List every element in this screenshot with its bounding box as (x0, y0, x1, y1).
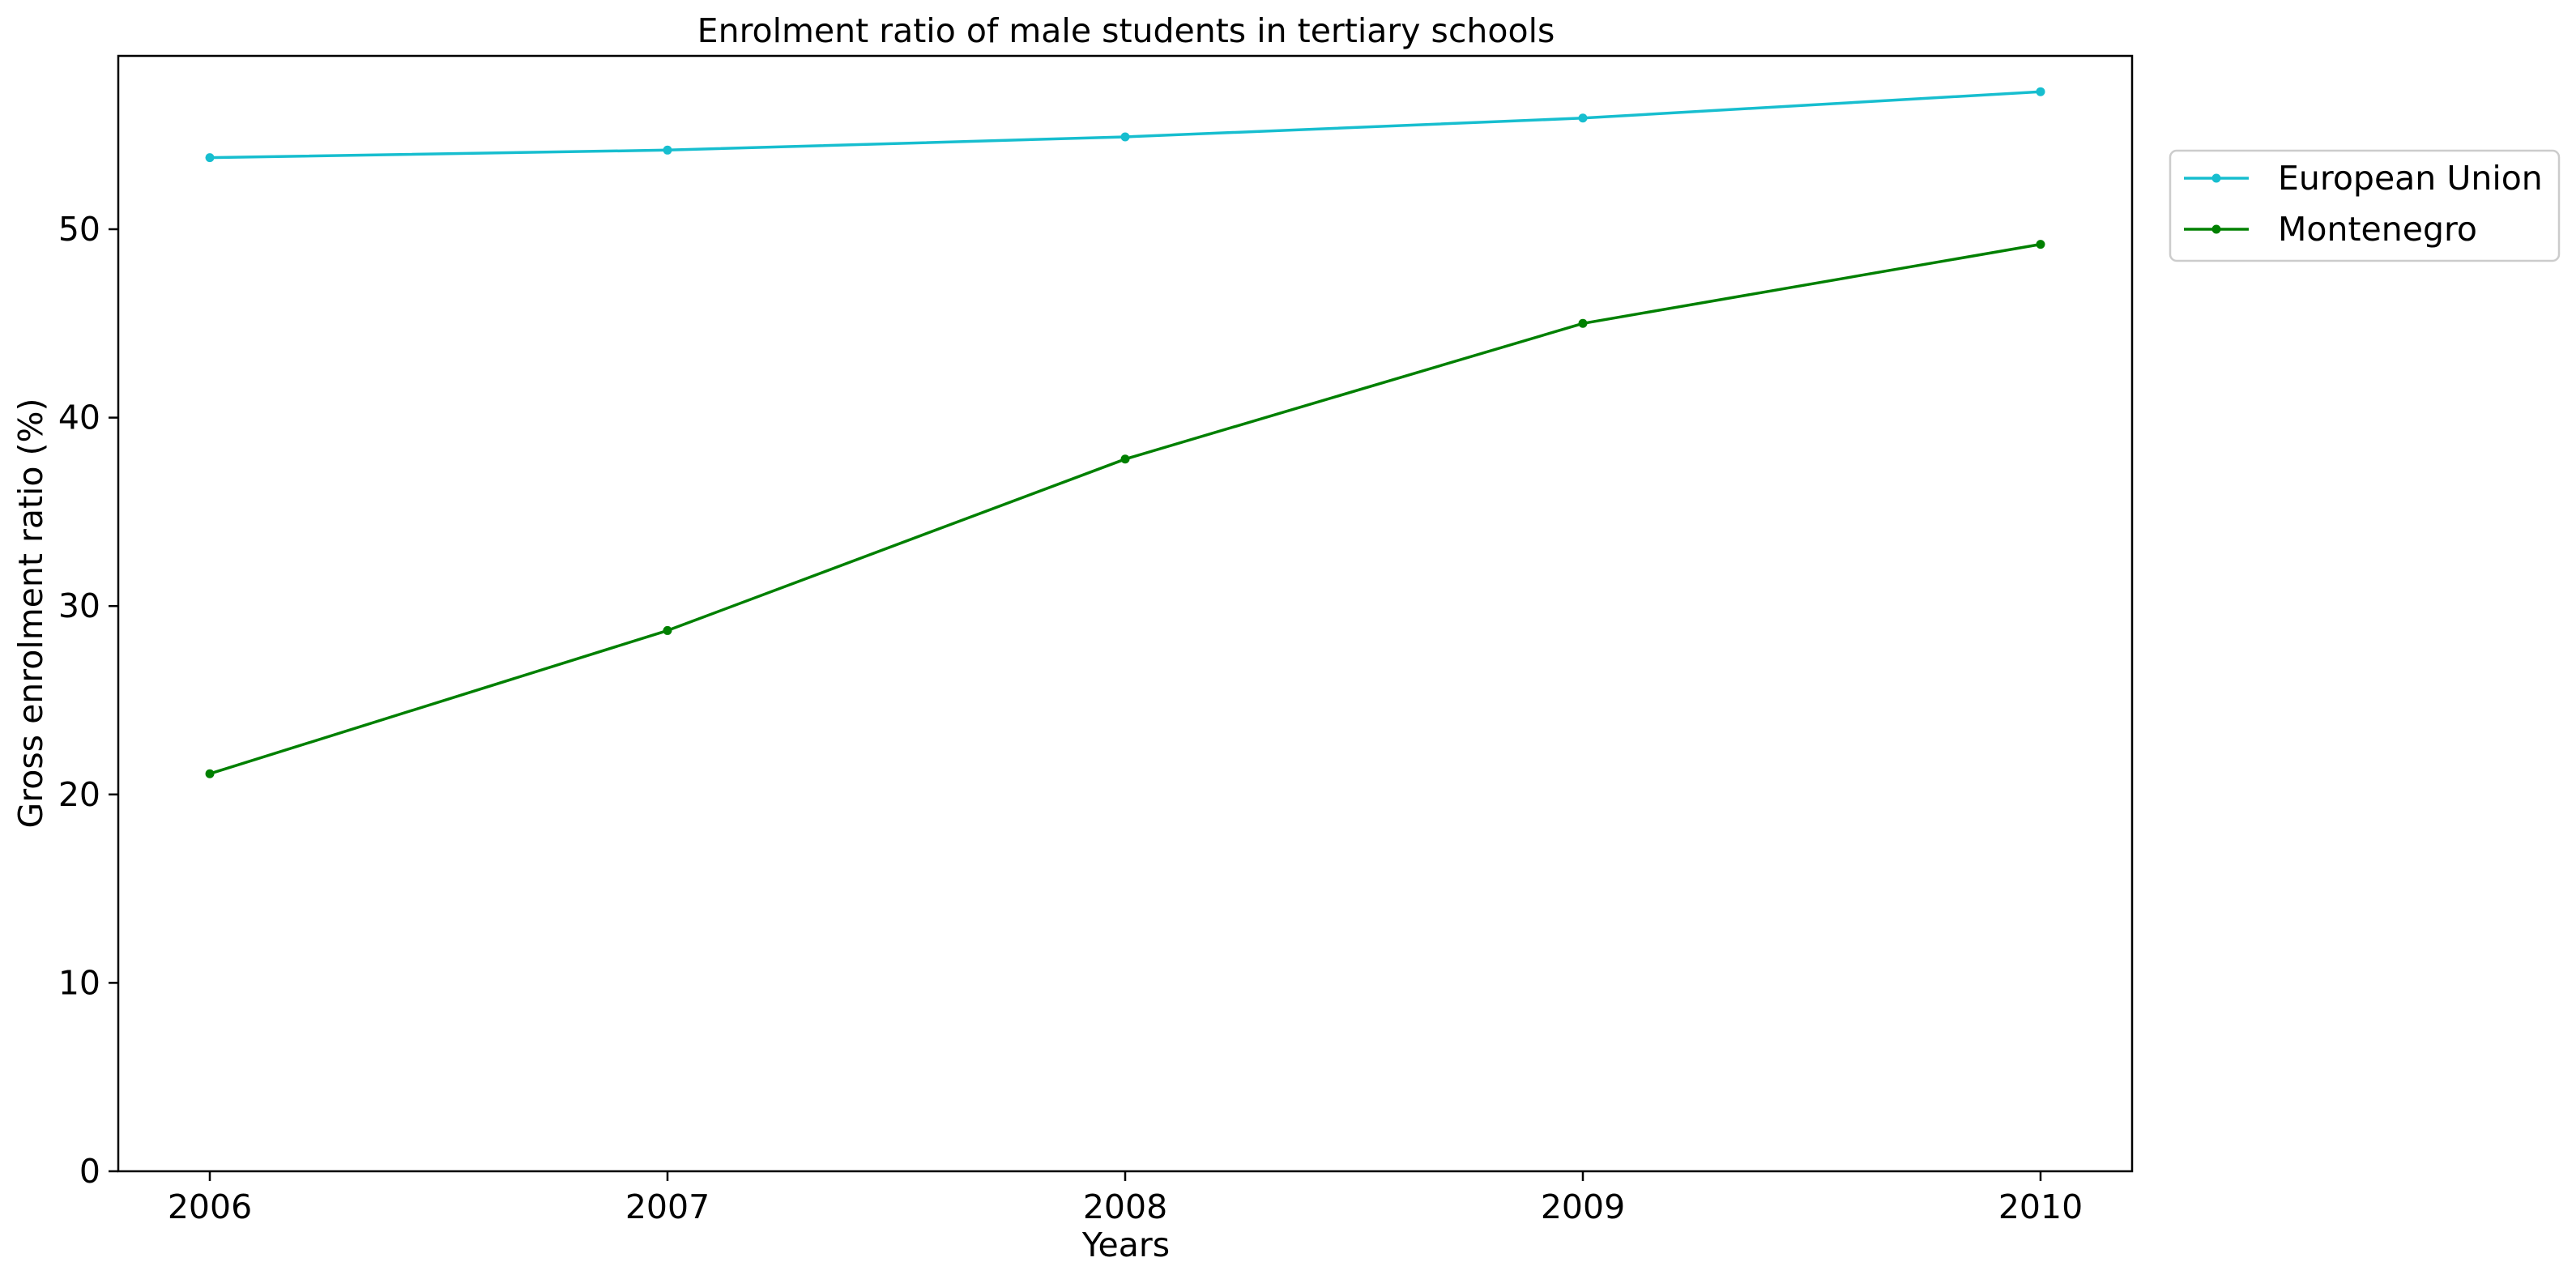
data-point-european-union (205, 153, 215, 163)
x-axis-ticks: 2006 2007 2008 2009 2010 (168, 1171, 2083, 1226)
y-tick-label: 0 (79, 1152, 100, 1191)
x-axis-label: Years (1081, 1226, 1170, 1264)
chart-title: Enrolment ratio of male students in tert… (697, 11, 1555, 50)
data-point-european-union (2036, 87, 2045, 96)
y-axis-label: Gross enrolment ratio (%) (11, 399, 50, 829)
data-point-montenegro (205, 769, 215, 778)
x-tick-label: 2007 (625, 1187, 710, 1226)
y-tick-label: 40 (58, 399, 100, 437)
legend-box (2169, 149, 2561, 262)
x-tick-label: 2010 (1998, 1187, 2083, 1226)
y-tick-label: 10 (58, 963, 100, 1002)
legend-marker-european-union (2211, 173, 2221, 183)
legend-marker-montenegro (2211, 224, 2221, 234)
legend-label-montenegro: Montenegro (2278, 210, 2477, 249)
x-tick-label: 2009 (1541, 1187, 1625, 1226)
data-point-montenegro (1578, 318, 1588, 328)
data-point-montenegro (1120, 454, 1130, 464)
data-point-european-union (1120, 132, 1130, 142)
y-tick-label: 50 (58, 210, 100, 249)
data-point-montenegro (663, 625, 672, 635)
data-point-european-union (663, 145, 672, 155)
legend-label-european-union: European Union (2278, 159, 2543, 198)
data-point-montenegro (2036, 240, 2045, 249)
y-tick-label: 30 (58, 586, 100, 625)
x-tick-label: 2006 (168, 1187, 252, 1226)
x-tick-label: 2008 (1083, 1187, 1167, 1226)
data-point-european-union (1578, 113, 1588, 123)
y-axis-ticks: 0 10 20 30 40 50 (58, 210, 118, 1191)
y-tick-label: 20 (58, 775, 100, 814)
plot-marks (205, 87, 2045, 778)
legend: European Union Montenegro (2169, 149, 2561, 262)
